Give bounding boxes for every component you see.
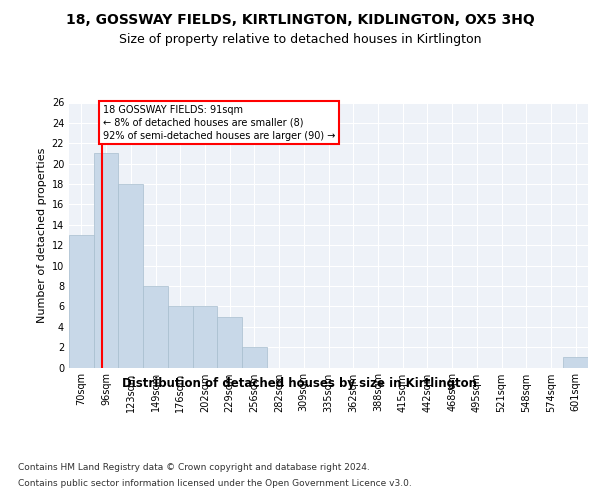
Text: 18, GOSSWAY FIELDS, KIRTLINGTON, KIDLINGTON, OX5 3HQ: 18, GOSSWAY FIELDS, KIRTLINGTON, KIDLING…	[65, 12, 535, 26]
Bar	[217, 316, 242, 368]
Bar	[242, 347, 267, 368]
Bar	[193, 306, 217, 368]
Bar	[563, 358, 588, 368]
Text: 18 GOSSWAY FIELDS: 91sqm
← 8% of detached houses are smaller (8)
92% of semi-det: 18 GOSSWAY FIELDS: 91sqm ← 8% of detache…	[103, 104, 335, 141]
Y-axis label: Number of detached properties: Number of detached properties	[37, 148, 47, 322]
Bar	[168, 306, 193, 368]
Bar	[118, 184, 143, 368]
Text: Contains public sector information licensed under the Open Government Licence v3: Contains public sector information licen…	[18, 479, 412, 488]
Bar	[69, 235, 94, 368]
Bar	[94, 154, 118, 368]
Bar	[143, 286, 168, 368]
Text: Distribution of detached houses by size in Kirtlington: Distribution of detached houses by size …	[122, 378, 478, 390]
Text: Size of property relative to detached houses in Kirtlington: Size of property relative to detached ho…	[119, 32, 481, 46]
Text: Contains HM Land Registry data © Crown copyright and database right 2024.: Contains HM Land Registry data © Crown c…	[18, 462, 370, 471]
